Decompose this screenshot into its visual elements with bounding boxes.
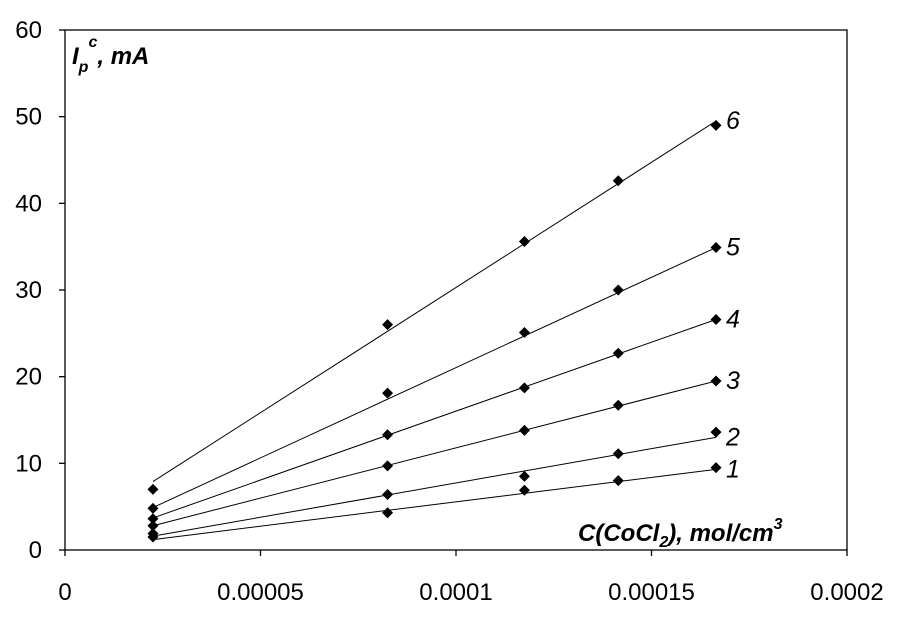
y-axis-ticks: 0 10 20 30 40 50 60 — [15, 17, 65, 564]
data-point-series-2 — [382, 489, 394, 501]
x-tick-label: 0.00005 — [217, 579, 304, 606]
x-tick-label: 0.00015 — [608, 579, 695, 606]
series-label-4: 4 — [726, 305, 740, 333]
data-point-series-6 — [518, 235, 530, 247]
data-point-series-1 — [612, 475, 624, 487]
trendline-series-5 — [152, 247, 717, 508]
trendline-series-6 — [152, 120, 717, 482]
data-point-series-6 — [147, 483, 159, 495]
data-point-series-4 — [382, 429, 394, 441]
y-tick-label: 60 — [15, 17, 42, 44]
x-tick-label: 0.0002 — [810, 579, 883, 606]
series-label-2: 2 — [725, 423, 740, 451]
data-point-series-5 — [147, 502, 159, 514]
data-point-series-4 — [518, 382, 530, 394]
data-points — [147, 119, 722, 543]
data-point-series-6 — [710, 119, 722, 131]
x-tick-label: 0.0001 — [419, 579, 492, 606]
data-point-series-5 — [710, 242, 722, 254]
series-label-6: 6 — [726, 107, 740, 135]
trendline-series-4 — [152, 318, 717, 519]
x-axis-ticks: 0 0.00005 0.0001 0.00015 0.0002 — [58, 550, 884, 606]
y-tick-label: 0 — [29, 537, 42, 564]
series-label-5: 5 — [726, 234, 740, 262]
series-label-3: 3 — [726, 367, 740, 395]
x-axis-title: C(CoCl2), mol/cm3 — [578, 516, 783, 551]
data-point-series-2 — [518, 470, 530, 482]
series-labels: 1 2 3 4 5 6 — [725, 107, 740, 483]
data-point-series-2 — [710, 426, 722, 438]
data-point-series-4 — [612, 347, 624, 359]
data-point-series-3 — [382, 460, 394, 472]
data-point-series-2 — [147, 528, 159, 540]
y-tick-label: 30 — [15, 277, 42, 304]
data-point-series-1 — [710, 462, 722, 474]
data-point-series-6 — [612, 175, 624, 187]
data-point-series-3 — [612, 399, 624, 411]
data-point-series-1 — [518, 484, 530, 496]
series-label-1: 1 — [726, 455, 740, 483]
data-point-series-5 — [382, 387, 394, 399]
data-point-series-3 — [518, 424, 530, 436]
data-point-series-3 — [147, 520, 159, 532]
y-axis-title: Ipc, mA — [72, 34, 149, 76]
data-point-series-3 — [710, 375, 722, 387]
data-point-series-1 — [382, 507, 394, 519]
y-tick-label: 10 — [15, 450, 42, 477]
y-tick-label: 40 — [15, 190, 42, 217]
data-point-series-5 — [518, 326, 530, 338]
y-tick-label: 20 — [15, 364, 42, 391]
data-point-series-5 — [612, 284, 624, 296]
y-tick-label: 50 — [15, 104, 42, 131]
data-point-series-4 — [147, 513, 159, 525]
x-tick-label: 0 — [58, 579, 71, 606]
trendlines — [152, 120, 717, 541]
data-point-series-4 — [710, 313, 722, 325]
data-point-series-6 — [382, 319, 394, 331]
data-point-series-2 — [612, 448, 624, 460]
